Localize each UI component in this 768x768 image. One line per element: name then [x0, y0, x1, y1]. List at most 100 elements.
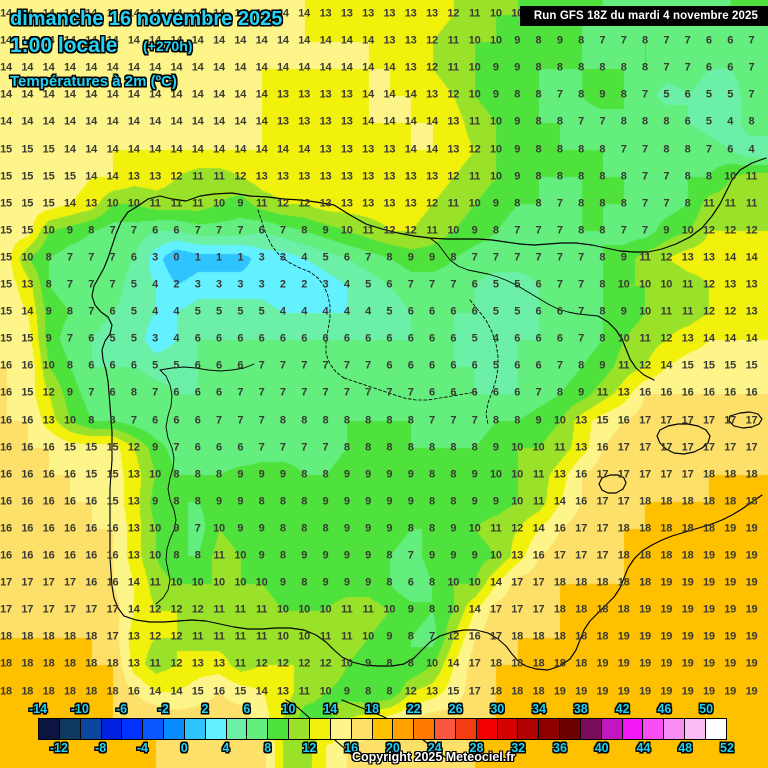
grid-temperature-value: 8 — [279, 495, 286, 508]
grid-temperature-value: 6 — [450, 332, 457, 345]
grid-temperature-value: 9 — [471, 549, 478, 562]
grid-temperature-value: 6 — [343, 251, 350, 264]
grid-temperature-value: 7 — [258, 359, 265, 372]
grid-temperature-value: 13 — [276, 170, 289, 183]
grid-temperature-value: 12 — [426, 61, 438, 74]
grid-temperature-value: 19 — [575, 685, 588, 697]
grid-temperature-value: 9 — [492, 88, 499, 101]
grid-temperature-value: 14 — [255, 88, 268, 101]
grid-temperature-value: 13 — [362, 7, 375, 20]
grid-temperature-value: 6 — [429, 305, 435, 318]
grid-temperature-value: 18 — [85, 685, 98, 697]
grid-temperature-value: 5 — [727, 88, 734, 101]
grid-temperature-value: 7 — [109, 251, 116, 264]
grid-temperature-value: 9 — [407, 495, 414, 508]
grid-temperature-value: 15 — [447, 685, 460, 697]
grid-temperature-value: 6 — [258, 332, 265, 345]
grid-temperature-value: 8 — [642, 34, 648, 47]
grid-temperature-value: 19 — [681, 630, 694, 643]
grid-temperature-value: 9 — [492, 61, 499, 74]
grid-temperature-value: 19 — [702, 685, 715, 697]
grid-temperature-value: 12 — [426, 197, 438, 210]
grid-temperature-value: 9 — [343, 576, 350, 589]
colorbar-swatch — [205, 719, 227, 739]
grid-temperature-value: 16 — [21, 495, 34, 508]
grid-temperature-value: 14 — [106, 115, 119, 128]
grid-temperature-value: 10 — [489, 34, 502, 47]
grid-temperature-value: 15 — [0, 224, 12, 237]
colorbar-tick-label: 16 — [344, 741, 359, 755]
grid-temperature-value: 11 — [213, 630, 225, 643]
grid-temperature-value: 8 — [642, 61, 648, 74]
grid-temperature-value: 13 — [127, 630, 140, 643]
grid-temperature-value: 7 — [88, 278, 95, 291]
grid-temperature-value: 13 — [42, 414, 55, 426]
grid-temperature-value: 9 — [471, 468, 478, 481]
grid-temperature-value: 8 — [301, 224, 308, 237]
colorbar-swatch — [101, 719, 123, 739]
grid-temperature-value: 14 — [213, 61, 225, 74]
grid-temperature-value: 9 — [343, 549, 350, 562]
grid-temperature-value: 8 — [343, 441, 350, 454]
grid-temperature-value: 14 — [21, 88, 34, 101]
grid-temperature-value: 7 — [365, 386, 372, 399]
grid-temperature-value: 14 — [255, 143, 268, 155]
colorbar-tick-label: 32 — [511, 741, 526, 755]
grid-temperature-value: 17 — [85, 603, 98, 616]
grid-temperature-value: 10 — [511, 495, 524, 508]
grid-temperature-value: 8 — [216, 468, 222, 481]
grid-temperature-value: 14 — [468, 603, 481, 616]
grid-temperature-value: 10 — [447, 224, 460, 237]
grid-temperature-value: 8 — [322, 468, 329, 481]
header-forecast-hour: (+270h) — [143, 38, 193, 54]
grid-temperature-value: 14 — [234, 61, 247, 74]
grid-temperature-value: 8 — [301, 468, 308, 481]
grid-temperature-value: 7 — [237, 224, 244, 237]
grid-temperature-value: 18 — [639, 495, 651, 508]
grid-temperature-value: 13 — [362, 170, 375, 183]
grid-temperature-value: 8 — [322, 414, 329, 426]
grid-temperature-value: 8 — [556, 143, 563, 155]
grid-temperature-value: 12 — [724, 224, 737, 237]
grid-temperature-value: 6 — [216, 441, 222, 454]
grid-temperature-value: 14 — [21, 305, 34, 318]
grid-temperature-value: 17 — [681, 468, 694, 481]
colorbar-swatch — [622, 719, 644, 739]
grid-temperature-value: 18 — [617, 576, 630, 589]
grid-temperature-value: 14 — [149, 34, 162, 47]
grid-temperature-value: 8 — [301, 576, 308, 589]
grid-temperature-value: 19 — [617, 630, 630, 643]
grid-temperature-value: 13 — [426, 685, 438, 697]
grid-temperature-value: 6 — [471, 278, 478, 291]
grid-temperature-value: 9 — [343, 495, 350, 508]
grid-temperature-value: 6 — [407, 332, 414, 345]
grid-temperature-value: 8 — [301, 522, 308, 535]
grid-temperature-value: 14 — [724, 251, 737, 264]
grid-temperature-value: 7 — [88, 305, 95, 318]
grid-temperature-value: 17 — [468, 685, 481, 697]
grid-temperature-value: 14 — [170, 7, 183, 20]
grid-temperature-value: 10 — [468, 88, 481, 101]
grid-temperature-value: 16 — [106, 576, 119, 589]
grid-temperature-value: 10 — [468, 576, 481, 589]
grid-temperature-value: 8 — [599, 332, 606, 345]
grid-temperature-value: 8 — [535, 115, 542, 128]
grid-temperature-value: 16 — [639, 386, 651, 399]
grid-temperature-value: 10 — [362, 630, 375, 643]
grid-temperature-value: 10 — [617, 278, 630, 291]
grid-temperature-value: 3 — [322, 278, 329, 291]
grid-temperature-value: 5 — [492, 305, 499, 318]
grid-temperature-value: 8 — [429, 576, 435, 589]
grid-temperature-value: 7 — [535, 386, 542, 399]
grid-temperature-value: 8 — [599, 170, 606, 183]
grid-temperature-value: 14 — [340, 61, 353, 74]
grid-temperature-value: 6 — [407, 576, 414, 589]
grid-temperature-value: 14 — [106, 88, 119, 101]
grid-temperature-value: 11 — [468, 7, 481, 20]
grid-temperature-value: 7 — [130, 414, 137, 426]
coast-iberia-southwest — [123, 615, 393, 667]
grid-temperature-value: 10 — [319, 685, 332, 697]
grid-temperature-value: 6 — [727, 143, 734, 155]
grid-temperature-value: 8 — [66, 305, 73, 318]
